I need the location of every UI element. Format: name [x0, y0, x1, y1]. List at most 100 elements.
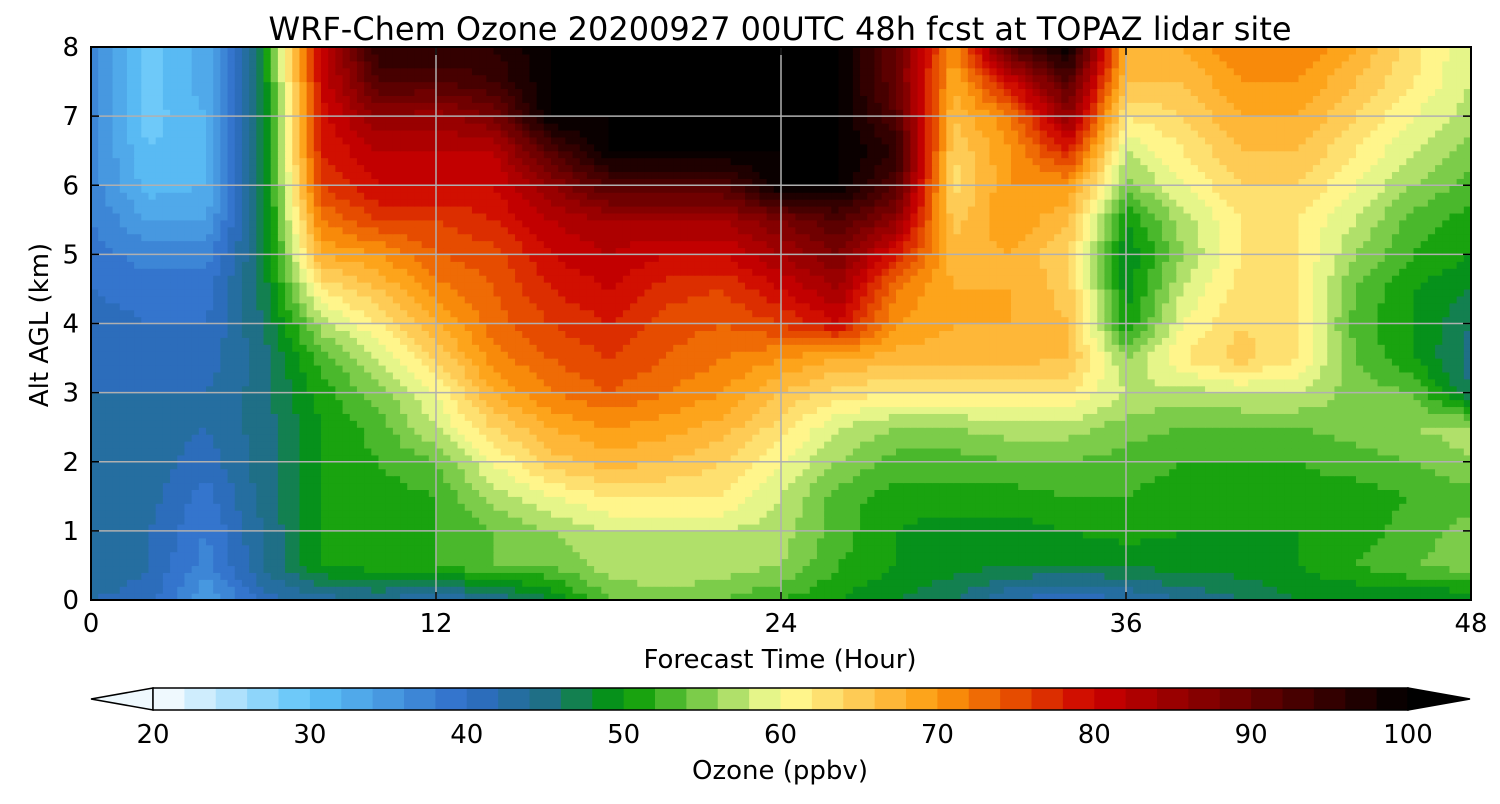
- heatmap-cell: [436, 420, 444, 428]
- heatmap-cell: [1442, 551, 1451, 560]
- heatmap-cell: [1298, 579, 1307, 587]
- heatmap-cell: [838, 510, 847, 518]
- heatmap-cell: [1140, 503, 1149, 511]
- heatmap-cell: [1241, 475, 1249, 484]
- heatmap-cell: [773, 544, 782, 553]
- heatmap-cell: [1219, 544, 1228, 553]
- heatmap-cell: [1082, 475, 1091, 484]
- heatmap-cell: [1327, 565, 1336, 573]
- heatmap-cell: [896, 503, 904, 511]
- heatmap-cell: [306, 586, 315, 594]
- heatmap-cell: [1090, 461, 1098, 470]
- heatmap-cell: [162, 558, 171, 567]
- heatmap-cell: [1126, 544, 1134, 553]
- heatmap-cell: [371, 530, 380, 539]
- heatmap-cell: [809, 427, 818, 435]
- heatmap-cell: [1370, 503, 1379, 511]
- heatmap-cell: [364, 537, 372, 546]
- heatmap-cell: [1068, 579, 1077, 587]
- heatmap-cell: [701, 523, 710, 532]
- heatmap-cell: [1305, 447, 1314, 456]
- heatmap-cell: [1212, 558, 1221, 567]
- heatmap-cell: [1118, 496, 1127, 504]
- heatmap-cell: [385, 496, 394, 504]
- heatmap-cell: [493, 523, 502, 532]
- heatmap-cell: [795, 461, 804, 470]
- heatmap-cell: [1197, 447, 1206, 456]
- heatmap-cell: [428, 558, 437, 567]
- heatmap-cell: [773, 593, 782, 601]
- heatmap-cell: [1197, 427, 1206, 435]
- heatmap-cell: [112, 420, 121, 428]
- heatmap-cell: [881, 510, 890, 518]
- heatmap-cell: [1126, 475, 1134, 484]
- heatmap-cell: [198, 537, 207, 546]
- heatmap-cell: [960, 517, 969, 525]
- heatmap-cell: [1068, 496, 1077, 504]
- heatmap-cell: [349, 482, 358, 490]
- heatmap-cell: [658, 593, 667, 601]
- heatmap-cell: [658, 461, 667, 470]
- heatmap-cell: [1276, 544, 1285, 553]
- heatmap-cell: [1284, 593, 1292, 601]
- heatmap-cell: [1363, 489, 1371, 497]
- heatmap-cell: [1039, 593, 1048, 601]
- heatmap-cell: [730, 558, 739, 567]
- heatmap-cell: [1312, 461, 1321, 470]
- heatmap-cell: [781, 558, 789, 567]
- heatmap-cell: [486, 510, 495, 518]
- heatmap-cell: [392, 475, 401, 484]
- heatmap-cell: [888, 579, 897, 587]
- heatmap-cell: [1427, 503, 1436, 511]
- heatmap-cell: [1233, 427, 1242, 435]
- heatmap-cell: [680, 496, 689, 504]
- heatmap-cell: [1406, 503, 1415, 511]
- heatmap-cell: [1082, 427, 1091, 435]
- heatmap-cell: [1068, 461, 1077, 470]
- heatmap-cell: [1068, 503, 1077, 511]
- heatmap-cell: [392, 454, 401, 463]
- heatmap-cell: [773, 551, 782, 560]
- heatmap-cell: [543, 454, 552, 463]
- heatmap-cell: [1255, 447, 1264, 456]
- heatmap-cell: [220, 551, 229, 560]
- heatmap-cell: [414, 427, 423, 435]
- heatmap-cell: [888, 427, 897, 435]
- heatmap-cell: [206, 579, 214, 587]
- heatmap-cell: [500, 558, 509, 567]
- heatmap-cell: [730, 420, 739, 428]
- heatmap-cell: [766, 503, 775, 511]
- heatmap-cell: [98, 523, 106, 532]
- heatmap-cell: [392, 447, 401, 456]
- heatmap-cell: [436, 475, 444, 484]
- heatmap-cell: [1420, 503, 1429, 511]
- heatmap-cell: [852, 475, 861, 484]
- heatmap-cell: [953, 434, 962, 442]
- heatmap-cell: [493, 558, 502, 567]
- heatmap-cell: [356, 454, 365, 463]
- heatmap-cell: [723, 468, 732, 477]
- heatmap-cell: [716, 482, 725, 490]
- heatmap-cell: [1003, 489, 1012, 497]
- heatmap-cell: [141, 565, 150, 573]
- heatmap-cell: [852, 537, 861, 546]
- heatmap-cell: [1111, 427, 1120, 435]
- heatmap-cell: [622, 510, 631, 518]
- heatmap-cell: [745, 579, 753, 587]
- heatmap-cell: [788, 537, 796, 546]
- heatmap-cell: [1356, 510, 1364, 518]
- heatmap-cell: [112, 565, 121, 573]
- heatmap-cell: [1449, 586, 1458, 594]
- heatmap-cell: [1097, 551, 1106, 560]
- heatmap-cell: [888, 558, 897, 567]
- heatmap-cell: [975, 530, 983, 539]
- heatmap-cell: [601, 420, 610, 428]
- heatmap-cell: [1090, 537, 1098, 546]
- heatmap-cell: [781, 523, 789, 532]
- heatmap-cell: [1183, 454, 1192, 463]
- heatmap-cell: [982, 510, 991, 518]
- heatmap-cell: [1406, 420, 1415, 428]
- heatmap-cell: [112, 482, 121, 490]
- heatmap-cell: [328, 420, 336, 428]
- heatmap-cell: [1011, 461, 1019, 470]
